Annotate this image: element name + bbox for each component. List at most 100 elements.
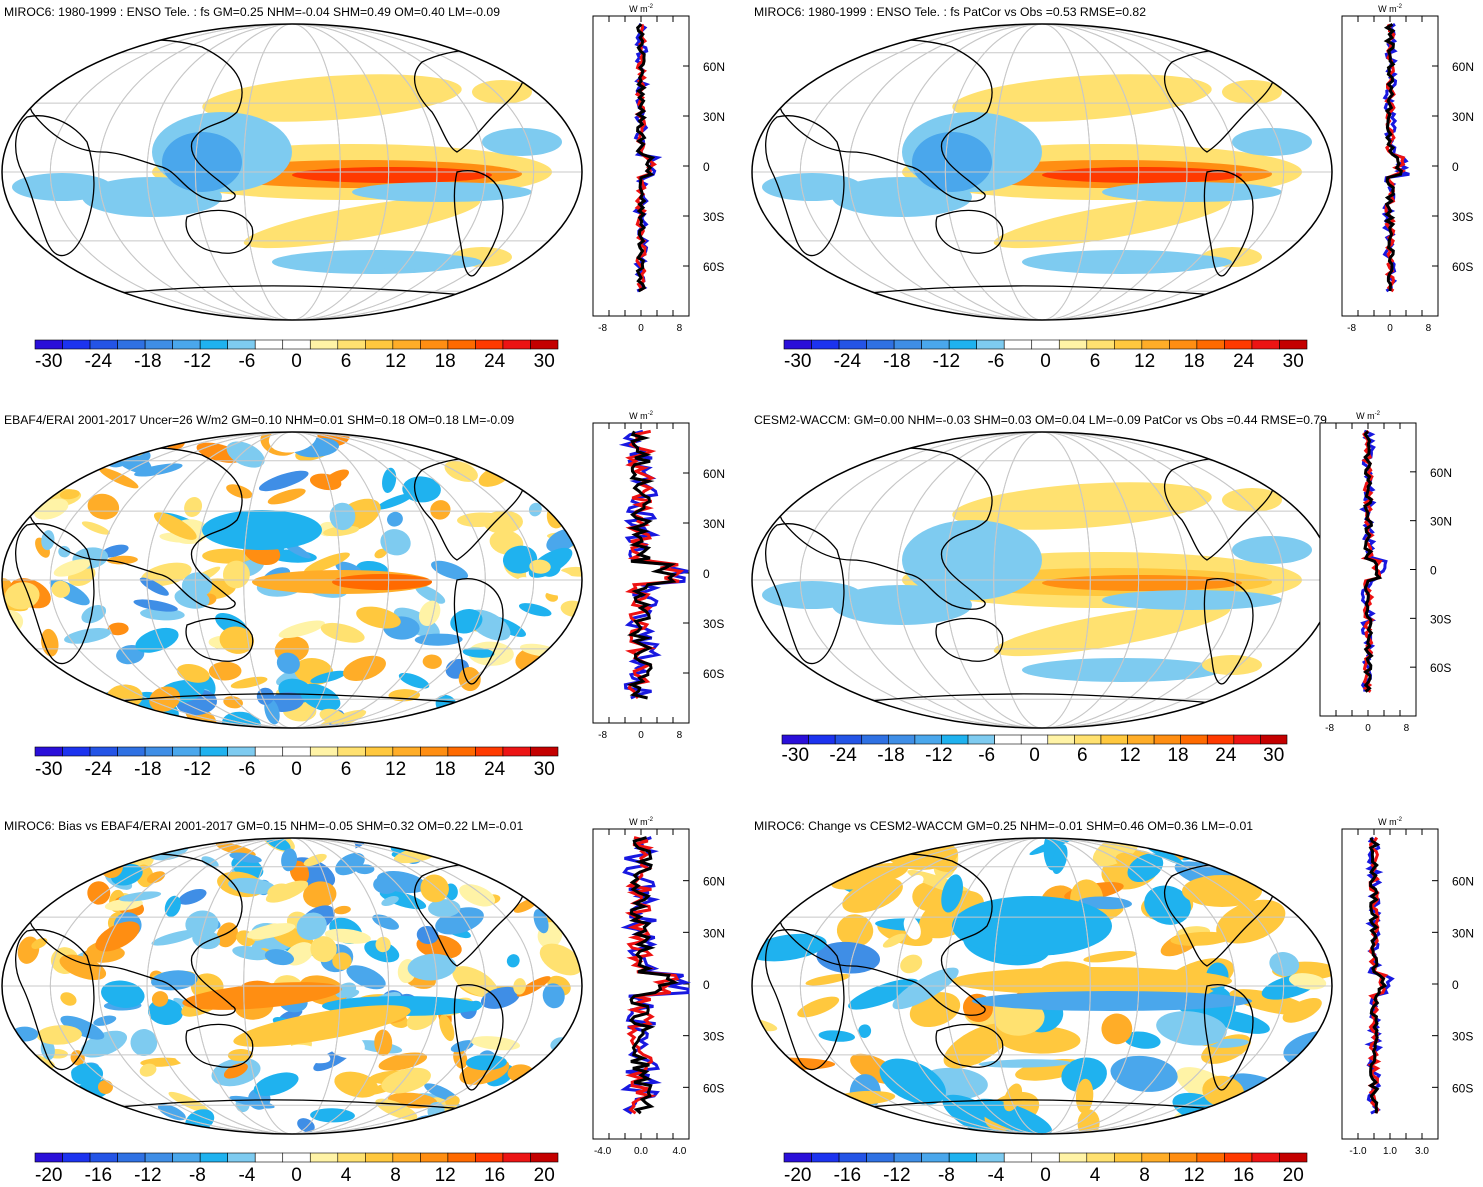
colorbar-box (811, 339, 840, 350)
field-anomaly (92, 708, 118, 728)
colorbar-box (144, 339, 173, 350)
field-anomaly (952, 482, 1212, 530)
field-anomaly (8, 482, 30, 496)
zonal-unit-label: W m-2 (1356, 411, 1380, 421)
colorbar-tick-label: -24 (85, 351, 113, 372)
unit-exponent: -2 (648, 4, 654, 10)
colorbar-box (1251, 339, 1280, 350)
field-anomaly (1282, 997, 1322, 1023)
field-anomaly (973, 1098, 1053, 1134)
field-anomaly (53, 559, 91, 577)
colorbar-box (309, 1152, 339, 1163)
colorbar-tick-label: 6 (341, 351, 352, 372)
field-anomaly (135, 838, 149, 860)
colorbar-tick-label: -12 (933, 351, 960, 372)
field-anomaly (994, 1000, 1045, 1036)
field-anomaly (24, 1096, 47, 1124)
colorbar-tick-label: -18 (877, 745, 904, 766)
meridian-line (799, 24, 1285, 320)
meridian-line (49, 432, 535, 728)
meridian-line (848, 838, 1236, 1134)
field-anomaly (116, 645, 145, 665)
colorbar-box (420, 746, 449, 757)
colorbar-tick-label: 12 (385, 759, 406, 780)
field-anomaly (537, 713, 579, 728)
field-anomaly (267, 883, 291, 899)
map-border (1, 431, 583, 729)
meridian-line (98, 432, 486, 728)
field-anomaly (1022, 658, 1222, 682)
field-anomaly (343, 655, 386, 681)
colorbar: -30 -24 -18 -12 -6 0 6 12 18 24 30 (34, 339, 559, 372)
field-anomaly (107, 622, 129, 636)
field-anomaly (374, 1029, 393, 1056)
colorbar-box (1058, 1152, 1088, 1163)
unit-exponent: -2 (648, 817, 654, 823)
zonal-mean-plot: W m-2 -8 0 8 60N 30N 0 30S 60S (592, 4, 725, 334)
colorbar-box (1031, 1152, 1060, 1163)
field-anomaly (1102, 182, 1282, 202)
colorbar-tick-label: 12 (1120, 745, 1141, 766)
colorbar-box (1233, 734, 1261, 745)
field-anomaly (93, 1015, 117, 1026)
panel-title: MIROC6: 1980-1999 : ENSO Tele. : fs GM=0… (4, 5, 500, 19)
meridian-line (146, 432, 438, 728)
panel-4: CESM2-WACCM: GM=0.00 NHM=-0.03 SHM=0.03 … (751, 413, 1333, 729)
field-anomaly (910, 874, 924, 885)
colorbar-tick-label: 24 (484, 759, 506, 780)
zonal-mean-plot: W m-2 -8 0 8 60N 30N 0 30S 60S (592, 411, 725, 741)
colorbar-box (117, 1152, 146, 1163)
colorbar: -30 -24 -18 -12 -6 0 6 12 18 24 30 (782, 734, 1288, 766)
panel-5: MIROC6: Bias vs EBAF4/ERAI 2001-2017 GM=… (1, 819, 583, 1135)
meridian-line (896, 24, 1188, 320)
colorbar-box (34, 1152, 63, 1163)
colorbar-box (309, 339, 339, 350)
colorbar-tick-label: 18 (435, 351, 456, 372)
field-anomaly (11, 1026, 39, 1042)
colorbar-box (948, 339, 977, 350)
field-anomaly (1232, 536, 1312, 564)
map-border (1, 23, 583, 321)
field-anomaly (31, 938, 48, 949)
field-anomaly (246, 923, 296, 940)
colorbar-box (783, 1152, 812, 1163)
meridian-line (49, 838, 535, 1134)
colorbar-tick-label: 0 (291, 1165, 302, 1186)
continent-outline (776, 853, 993, 1016)
field-anomaly (334, 905, 351, 915)
field-anomaly (430, 560, 469, 580)
colorbar-tick-label: -8 (189, 1165, 206, 1186)
colorbar-box (502, 1152, 531, 1163)
zonal-xtick-label: 4.0 (672, 1146, 686, 1157)
field-anomaly (379, 890, 427, 910)
colorbar-box (144, 1152, 173, 1163)
meridian-line (993, 838, 1091, 1134)
field-anomaly (332, 574, 432, 590)
colorbar-box (783, 339, 812, 350)
colorbar-tick-label: -6 (238, 759, 255, 780)
panel-title: MIROC6: 1980-1999 : ENSO Tele. : fs PatC… (754, 5, 1146, 19)
colorbar-box (502, 746, 531, 757)
field-anomaly (276, 652, 300, 674)
colorbar-tick-label: 20 (1283, 1165, 1304, 1186)
colorbar-box (172, 746, 201, 757)
field-anomaly (1294, 1091, 1315, 1109)
colorbar-tick-label: -24 (829, 745, 857, 766)
field-anomaly (459, 884, 496, 907)
zonal-unit-label: W m-2 (1378, 817, 1402, 827)
colorbar-box (34, 746, 63, 757)
colorbar-tick-label: -6 (978, 745, 995, 766)
field-anomaly (23, 1098, 63, 1110)
field-anomaly (223, 1063, 248, 1079)
field-anomaly (97, 1080, 113, 1094)
colorbar: -30 -24 -18 -12 -6 0 6 12 18 24 30 (34, 746, 559, 780)
colorbar-box (199, 746, 228, 757)
field-anomaly (288, 1044, 331, 1064)
field-anomaly (1222, 80, 1282, 104)
field-anomaly (264, 949, 294, 966)
field-anomaly (216, 922, 238, 948)
field-anomaly (258, 470, 309, 492)
colorbar-tick-label: 0 (1029, 745, 1040, 766)
field-anomaly (398, 672, 430, 689)
field-anomaly (356, 606, 401, 629)
